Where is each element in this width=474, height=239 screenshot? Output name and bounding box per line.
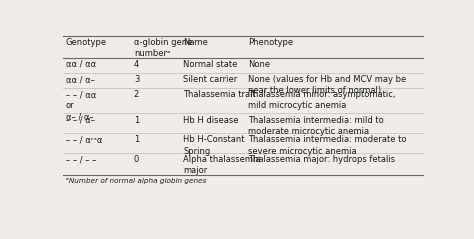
Text: ᵃNumber of normal alpha globin genes: ᵃNumber of normal alpha globin genes xyxy=(66,178,206,184)
Text: – – / α–: – – / α– xyxy=(66,115,95,125)
Text: Thalassemia major: hydrops fetalis: Thalassemia major: hydrops fetalis xyxy=(248,155,395,164)
Text: 2: 2 xyxy=(134,90,139,99)
Text: Genotype: Genotype xyxy=(66,38,107,47)
Text: αα / αα: αα / αα xyxy=(66,60,96,69)
Text: Thalassemia minor: asymptomatic,
mild microcytic anemia: Thalassemia minor: asymptomatic, mild mi… xyxy=(248,90,395,110)
Text: – – / αᶜˢα: – – / αᶜˢα xyxy=(66,136,102,144)
Text: None: None xyxy=(248,60,270,69)
Text: Name: Name xyxy=(183,38,208,47)
Text: Phenotype: Phenotype xyxy=(248,38,293,47)
Text: – – / αα
or
α– / α–: – – / αα or α– / α– xyxy=(66,90,96,121)
Text: Thalassemia intermedia: mild to
moderate microcytic anemia: Thalassemia intermedia: mild to moderate… xyxy=(248,115,383,136)
Text: None (values for Hb and MCV may be
near the lower limits of normal): None (values for Hb and MCV may be near … xyxy=(248,75,406,95)
Text: Alpha thalassemia
major: Alpha thalassemia major xyxy=(183,155,261,175)
Text: α-globin gene
numberᵃ: α-globin gene numberᵃ xyxy=(134,38,192,58)
Text: Thalassemia trait: Thalassemia trait xyxy=(183,90,256,99)
Text: 1: 1 xyxy=(134,136,139,144)
Text: 3: 3 xyxy=(134,75,139,84)
Text: 1: 1 xyxy=(134,115,139,125)
Text: 0: 0 xyxy=(134,155,139,164)
Text: 4: 4 xyxy=(134,60,139,69)
Text: αα / α–: αα / α– xyxy=(66,75,95,84)
Text: Thalassemia intermedia: moderate to
severe microcytic anemia: Thalassemia intermedia: moderate to seve… xyxy=(248,136,406,156)
Text: Hb H-Constant
Spring: Hb H-Constant Spring xyxy=(183,136,245,156)
Text: Silent carrier: Silent carrier xyxy=(183,75,237,84)
Text: – – / – –: – – / – – xyxy=(66,155,96,164)
Text: Hb H disease: Hb H disease xyxy=(183,115,239,125)
Text: Normal state: Normal state xyxy=(183,60,238,69)
